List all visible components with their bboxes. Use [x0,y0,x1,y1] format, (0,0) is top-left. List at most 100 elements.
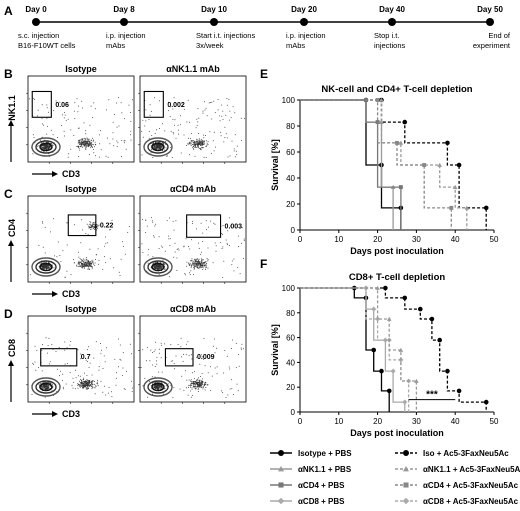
timeline-event-line-2: B16-F10WT cells [18,41,76,50]
event-dot [47,266,48,268]
event-dot [104,385,106,387]
event-dot [48,147,50,149]
event-dot [85,145,87,147]
survival-marker [449,205,454,210]
event-dot [151,135,153,137]
survival-marker [483,399,489,405]
event-dot [91,268,93,270]
survival-marker [383,285,388,291]
event-dot [82,107,83,109]
event-dot [165,147,167,149]
event-dot [200,253,202,255]
event-dot [142,119,144,121]
event-dot [191,383,193,385]
density-contour [151,262,165,272]
event-dot [196,266,198,268]
event-dot [64,349,66,351]
event-dot [111,219,113,221]
event-dot [91,225,92,227]
panel-label-a: A [4,4,13,18]
event-dot [86,141,87,143]
event-dot [45,337,47,339]
event-dot [155,265,157,267]
event-dot [198,377,200,379]
event-dot [201,378,203,380]
event-dot [194,263,196,265]
event-dot [205,157,207,158]
event-dot [127,231,129,233]
event-dot [194,383,196,385]
event-dot [198,267,200,269]
event-dot [201,266,203,268]
event-dot [206,142,208,144]
event-dot [191,388,193,390]
event-dot [130,139,132,141]
event-dot [41,146,43,148]
event-dot [194,265,195,267]
event-dot [87,138,89,140]
event-dot [157,386,159,388]
x-tick-label: 10 [334,417,343,426]
event-dot [153,147,155,149]
event-dot [117,366,119,368]
event-dot [84,141,86,143]
event-dot [45,262,47,263]
timeline-day-label: Day 0 [25,5,47,14]
event-dot [121,375,123,377]
survival-marker [445,368,450,374]
event-dot [91,145,93,147]
event-dot [227,156,229,158]
event-dot [130,120,132,122]
x-tick-label: 30 [412,417,421,426]
event-dot [189,264,190,266]
event-dot [63,117,65,119]
event-dot [213,100,215,102]
event-dot [195,386,197,388]
event-dot [201,142,203,144]
event-dot [165,141,166,143]
event-dot [85,141,87,142]
event-dot [190,354,192,356]
event-dot [156,387,158,389]
survival-marker [464,205,470,210]
event-dot [84,259,86,261]
flow-y-label: CD4 [7,219,17,237]
event-dot [169,106,171,108]
event-dot [169,116,171,118]
event-dot [45,385,47,387]
event-dot [168,276,170,278]
event-dot [87,145,89,147]
event-dot [83,386,85,388]
event-dot [63,130,65,132]
gate-box [143,90,164,118]
event-dot [83,377,85,379]
survival-marker [398,140,404,145]
event-dot [81,100,83,102]
event-dot [141,154,143,156]
event-dot [229,368,231,370]
event-dot [152,352,154,354]
flow-title-left: Isotype [65,64,97,74]
event-dot [45,267,47,269]
event-dot [97,225,98,227]
event-dot [42,266,44,268]
event-dot [91,384,93,386]
event-dot [197,108,199,110]
event-dot [207,372,209,374]
event-dot [80,358,82,360]
event-dot [202,269,204,270]
event-dot [66,270,68,272]
event-dot [164,388,166,390]
survival-marker [414,378,419,383]
event-dot [213,222,215,224]
event-dot [197,143,199,145]
event-dot [92,224,94,226]
event-dot [86,388,88,390]
event-dot [121,112,123,114]
event-dot [209,131,211,133]
event-dot [190,266,192,268]
event-dot [70,274,72,276]
event-dot [81,380,83,382]
event-dot [94,262,96,264]
event-dot [88,265,90,267]
